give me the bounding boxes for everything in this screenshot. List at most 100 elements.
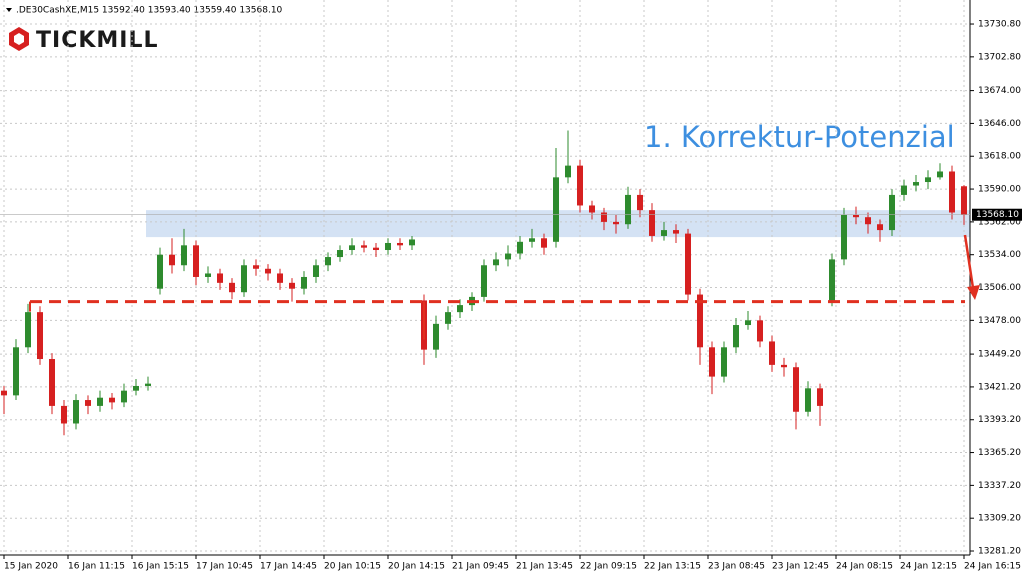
candle-body — [721, 347, 727, 377]
candle-body — [577, 165, 583, 206]
y-tick-label: 13590.00 — [978, 185, 1021, 195]
arrow-head — [967, 285, 980, 300]
candle-body — [1, 390, 7, 396]
candle-body — [457, 305, 463, 313]
y-tick-label: 13449.20 — [978, 350, 1021, 360]
candle-body — [697, 294, 703, 348]
candle-body — [301, 276, 307, 289]
x-tick-label: 20 Jan 14:15 — [388, 562, 445, 572]
candle-body — [673, 230, 679, 234]
x-tick-label: 22 Jan 09:15 — [580, 562, 637, 572]
candle-body — [25, 312, 31, 348]
candle-body — [781, 364, 787, 368]
candle-body — [505, 253, 511, 260]
candle-body — [529, 238, 535, 242]
candle-body — [961, 186, 967, 215]
candle-body — [949, 171, 955, 213]
x-tick-label: 24 Jan 12:15 — [900, 562, 957, 572]
candle-body — [733, 325, 739, 348]
y-tick-label: 13618.00 — [978, 152, 1021, 162]
candle-body — [157, 254, 163, 289]
chart-info: .DE30CashXE,M15 13592.40 13593.40 13559.… — [16, 6, 283, 16]
candle-body — [85, 400, 91, 406]
price-tag — [972, 208, 1022, 221]
annotation: 1. Korrektur-Potenzial — [644, 120, 955, 154]
candle-body — [541, 238, 547, 248]
candle-body — [13, 347, 19, 396]
arrow — [963, 234, 975, 289]
y-tick-label: 13702.80 — [978, 52, 1021, 62]
candle-body — [133, 385, 139, 391]
candle-body — [649, 210, 655, 236]
candle-body — [325, 257, 331, 266]
x-tick-label: 16 Jan 11:15 — [68, 562, 125, 572]
candle-body — [805, 388, 811, 412]
candle-body — [841, 214, 847, 260]
x-tick-label: 16 Jan 15:15 — [132, 562, 189, 572]
x-tick-label: 17 Jan 10:45 — [196, 562, 253, 572]
candle-body — [409, 239, 415, 246]
candle-body — [745, 320, 751, 326]
candle-body — [925, 177, 931, 183]
candle-body — [817, 388, 823, 406]
candle-body — [241, 265, 247, 293]
candle-body — [613, 221, 619, 225]
candle-body — [109, 397, 115, 403]
menu-arrow[interactable] — [6, 8, 12, 12]
candle-body — [901, 185, 907, 195]
candle-body — [829, 259, 835, 301]
candle-body — [517, 241, 523, 254]
candle-body — [205, 273, 211, 277]
candle-body — [193, 245, 199, 277]
candle-body — [37, 312, 43, 360]
candle-body — [553, 177, 559, 242]
x-tick-label: 15 Jan 2020 — [4, 562, 58, 572]
y-tick-label: 13421.20 — [978, 382, 1021, 392]
candle-body — [265, 268, 271, 274]
candle-body — [589, 205, 595, 213]
y-tick-label: 13478.00 — [978, 316, 1021, 326]
candle-body — [289, 282, 295, 289]
candle-body — [49, 359, 55, 406]
candle-body — [445, 312, 451, 324]
candle-body — [169, 254, 175, 266]
candle-body — [757, 320, 763, 342]
candle-body — [97, 397, 103, 406]
candle-body — [313, 265, 319, 277]
candle-body — [253, 265, 259, 269]
candle-body — [337, 250, 343, 258]
candle-body — [865, 217, 871, 225]
x-tick-label: 21 Jan 13:45 — [516, 562, 573, 572]
x-tick-label: 24 Jan 08:15 — [836, 562, 893, 572]
x-tick-label: 20 Jan 10:15 — [324, 562, 381, 572]
candle-body — [937, 171, 943, 178]
candle-body — [349, 245, 355, 251]
candle-body — [181, 245, 187, 266]
candle-body — [709, 347, 715, 377]
x-tick-label: 22 Jan 13:15 — [644, 562, 701, 572]
candle-body — [385, 242, 391, 251]
x-tick-label: 23 Jan 12:45 — [772, 562, 829, 572]
y-tick-label: 13365.20 — [978, 448, 1021, 458]
candle-body — [433, 323, 439, 350]
candle-body — [601, 212, 607, 222]
candle-body — [361, 245, 367, 248]
candle-body — [397, 242, 403, 246]
candle-body — [637, 194, 643, 211]
candle-body — [217, 273, 223, 283]
x-tick-label: 23 Jan 08:45 — [708, 562, 765, 572]
candle-body — [793, 367, 799, 412]
candle-body — [61, 405, 67, 424]
candle-body — [229, 282, 235, 293]
x-tick-label: 17 Jan 14:45 — [260, 562, 317, 572]
candle-body — [625, 194, 631, 225]
x-tick-label: 24 Jan 16:15 — [964, 562, 1021, 572]
y-tick-label: 13534.00 — [978, 250, 1021, 260]
x-tick-label: 21 Jan 09:45 — [452, 562, 509, 572]
candle-body — [877, 224, 883, 231]
candle-body — [277, 273, 283, 283]
y-tick-label: 13562.00 — [978, 217, 1021, 227]
y-tick-label: 13337.20 — [978, 481, 1021, 491]
y-tick-label: 13281.20 — [978, 547, 1021, 557]
